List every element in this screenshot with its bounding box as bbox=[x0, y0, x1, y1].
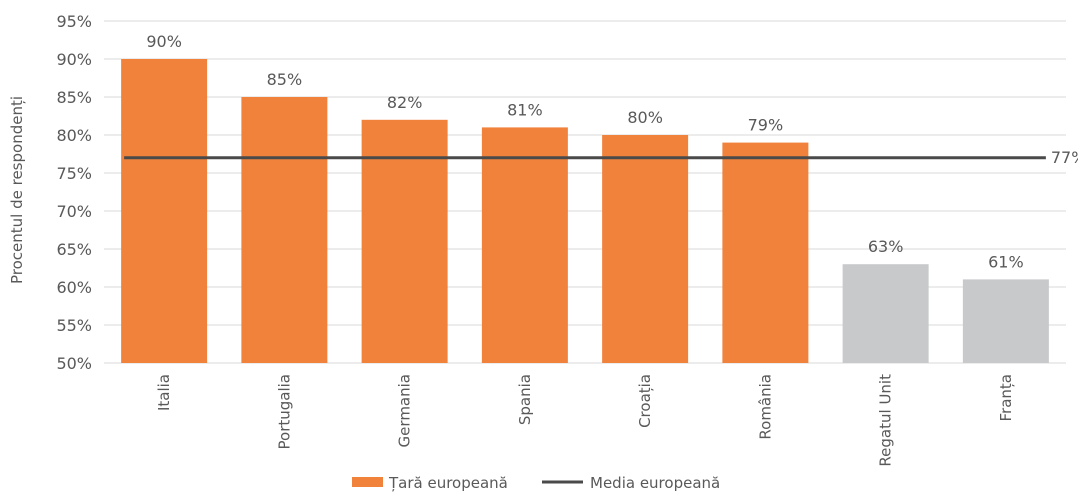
data-label: 61% bbox=[988, 252, 1024, 271]
data-label: 80% bbox=[627, 108, 663, 127]
average-line-label: 77% bbox=[1051, 148, 1078, 167]
y-tick-label: 95% bbox=[56, 12, 92, 31]
bar-spania bbox=[481, 127, 568, 364]
data-label: 85% bbox=[267, 70, 303, 89]
data-labels: 90% 85% 82% 81% 80% 79% 63% 61% bbox=[146, 32, 1023, 271]
bar-croația bbox=[602, 135, 689, 363]
x-tick-label: Franța bbox=[997, 374, 1015, 421]
data-label: 82% bbox=[387, 93, 423, 112]
y-tick-label: 65% bbox=[56, 240, 92, 259]
x-tick-label: Spania bbox=[516, 374, 534, 425]
y-axis-ticks: 50% 55% 60% 65% 70% 75% 80% 85% 90% 95% bbox=[56, 12, 92, 373]
y-tick-label: 70% bbox=[56, 202, 92, 221]
data-label: 81% bbox=[507, 100, 543, 119]
y-tick-label: 90% bbox=[56, 50, 92, 69]
bars bbox=[121, 59, 1049, 364]
y-tick-label: 80% bbox=[56, 126, 92, 145]
y-tick-label: 60% bbox=[56, 278, 92, 297]
y-tick-label: 75% bbox=[56, 164, 92, 183]
x-tick-label: România bbox=[756, 374, 774, 440]
bar-portugalia bbox=[241, 97, 328, 363]
y-tick-label: 55% bbox=[56, 316, 92, 335]
y-tick-label: 85% bbox=[56, 88, 92, 107]
legend: Țară europeană Media europeană bbox=[352, 474, 720, 492]
bar-românia bbox=[722, 142, 809, 363]
data-label: 90% bbox=[146, 32, 182, 51]
x-tick-label: Germania bbox=[396, 374, 414, 447]
x-axis-ticks: Italia Portugalia Germania Spania Croația Rom… bbox=[155, 374, 1015, 467]
legend-label-bar: Țară europeană bbox=[388, 474, 508, 492]
data-label: 63% bbox=[868, 237, 904, 256]
legend-swatch-bar bbox=[352, 477, 383, 487]
x-tick-label: Regatul Unit bbox=[877, 374, 895, 467]
data-label: 79% bbox=[748, 116, 784, 135]
bar-italia bbox=[121, 59, 208, 363]
x-tick-label: Croația bbox=[636, 374, 654, 428]
y-tick-label: 50% bbox=[56, 354, 92, 373]
y-axis-title: Procentul de respondenți bbox=[8, 96, 26, 284]
x-tick-label: Italia bbox=[155, 374, 173, 411]
bar-franța bbox=[962, 279, 1049, 363]
x-tick-label: Portugalia bbox=[275, 374, 293, 449]
bar-germania bbox=[361, 119, 448, 363]
bar-regatul-unit bbox=[842, 264, 929, 363]
legend-label-line: Media europeană bbox=[590, 474, 720, 492]
average-line: 77% bbox=[124, 148, 1078, 167]
